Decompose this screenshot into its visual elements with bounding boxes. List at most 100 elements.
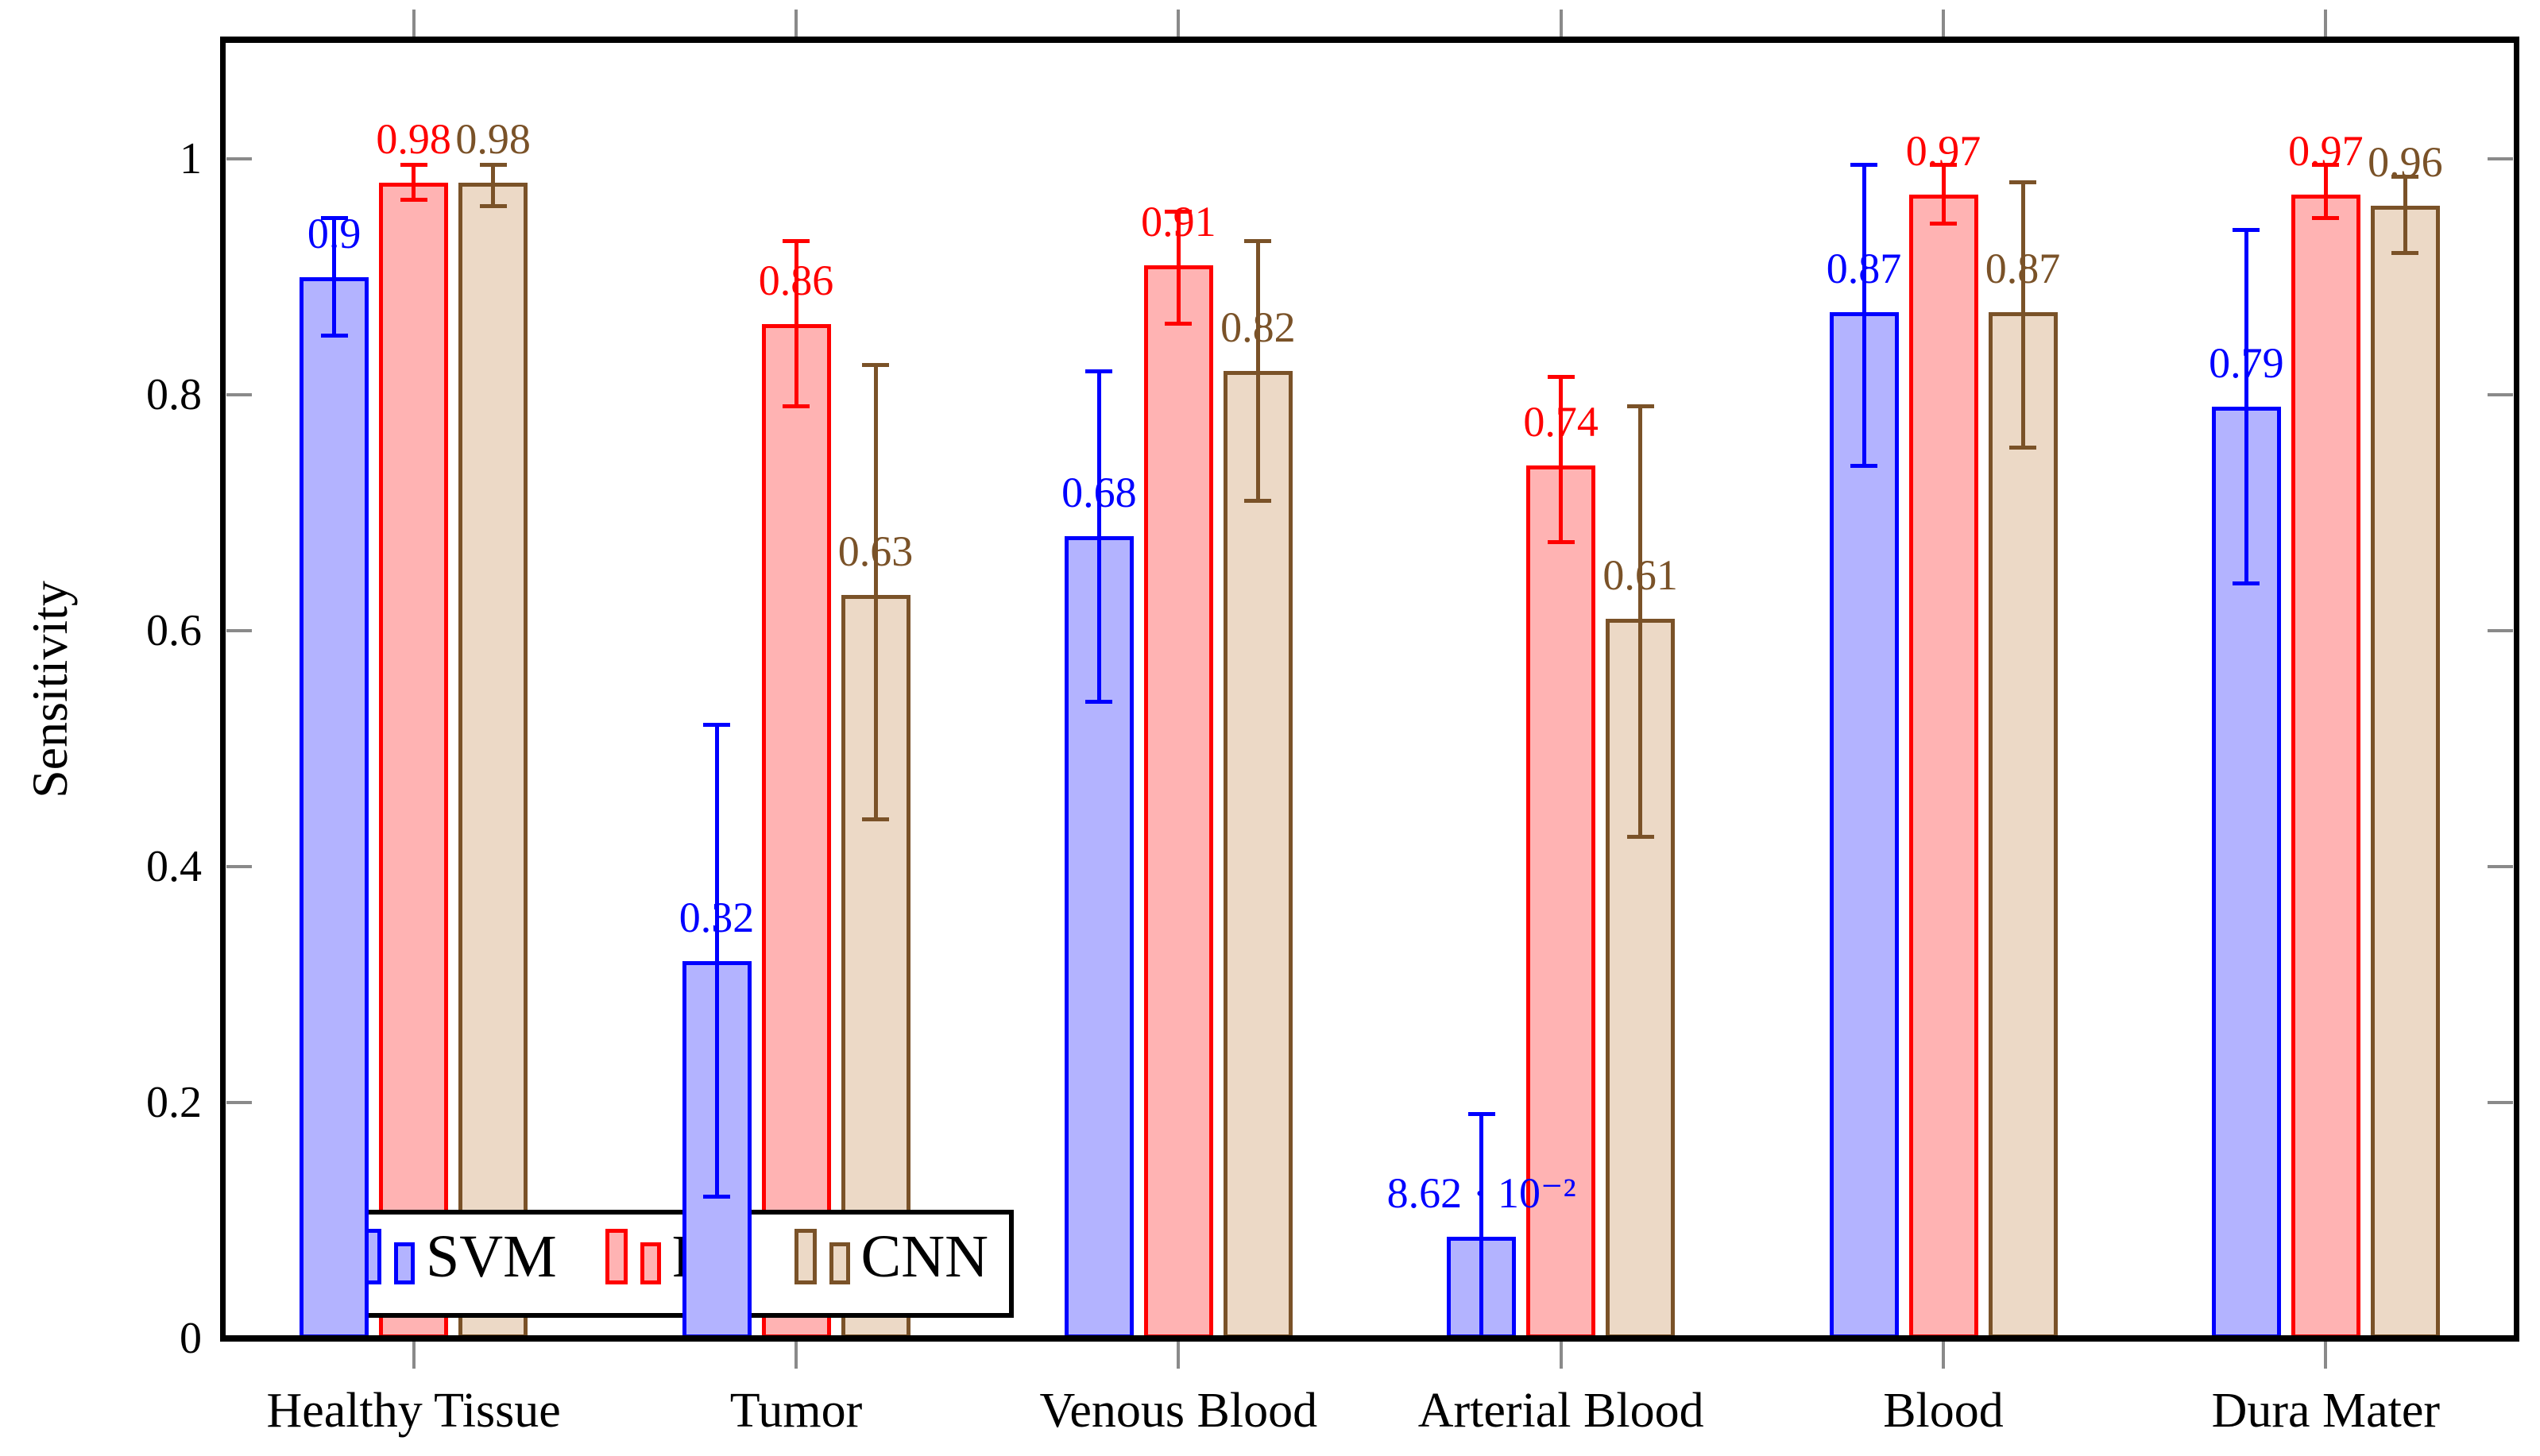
error-cap-high-cnn-5 — [2009, 180, 2036, 185]
legend-bar-short-svm — [394, 1242, 415, 1284]
x-tick-top-1 — [412, 10, 416, 37]
category-label-6: Dura Mater — [2211, 1384, 2441, 1438]
error-bar-rf-3 — [1176, 211, 1181, 324]
error-cap-high-rf-2 — [783, 239, 810, 244]
legend-label-cnn: CNN — [860, 1223, 988, 1290]
error-cap-low-cnn-3 — [1244, 499, 1272, 504]
error-bar-cnn-4 — [1638, 406, 1643, 837]
error-cap-low-cnn-5 — [2009, 446, 2036, 450]
x-tick-top-3 — [1177, 10, 1181, 37]
value-label-svm-5: 0.87 — [1826, 245, 1902, 293]
error-cap-low-cnn-4 — [1626, 835, 1654, 840]
value-label-rf-5: 0.97 — [1905, 126, 1981, 175]
y-tick-label-2: 0.2 — [146, 1078, 202, 1127]
legend-bar-tall-rf — [605, 1229, 628, 1284]
y-tick-left-4 — [226, 629, 252, 632]
value-label-rf-1: 0.98 — [376, 114, 451, 163]
y-tick-label-4: 0.6 — [146, 606, 202, 655]
y-tick-label-5: 0.8 — [146, 370, 202, 419]
error-bar-cnn-5 — [2020, 182, 2025, 448]
y-tick-right-2 — [2488, 1101, 2513, 1104]
error-cap-low-rf-6 — [2312, 215, 2340, 220]
x-tick-bottom-3 — [1177, 1342, 1181, 1369]
axis-right — [2514, 37, 2519, 1341]
bar-cnn-6 — [2370, 206, 2440, 1338]
value-label-rf-4: 0.74 — [1523, 398, 1599, 446]
error-bar-cnn-3 — [1255, 241, 1260, 501]
y-tick-right-4 — [2488, 629, 2513, 632]
error-cap-high-svm-2 — [703, 723, 730, 728]
value-label-svm-2: 0.32 — [678, 893, 755, 941]
y-axis-title: Sensitivity — [21, 581, 78, 798]
x-tick-top-2 — [794, 10, 798, 37]
value-label-svm-4: 8.62 · 10⁻² — [1386, 1168, 1576, 1217]
error-cap-high-cnn-2 — [862, 363, 889, 368]
legend-bar-short-cnn — [829, 1242, 850, 1284]
legend-bar-short-rf — [640, 1242, 661, 1284]
y-tick-right-5 — [2488, 393, 2513, 396]
value-label-cnn-4: 0.61 — [1602, 551, 1678, 600]
error-cap-low-rf-3 — [1165, 322, 1193, 326]
error-bar-cnn-1 — [491, 164, 496, 207]
bar-rf-6 — [2291, 194, 2360, 1338]
y-tick-label-3: 0.4 — [146, 842, 202, 891]
bar-rf-3 — [1143, 265, 1213, 1338]
bar-cnn-1 — [458, 182, 528, 1338]
value-label-cnn-5: 0.87 — [1985, 245, 2061, 293]
y-tick-label-1: 0 — [180, 1314, 202, 1363]
legend-swatch-rf — [605, 1229, 661, 1284]
error-cap-high-svm-4 — [1467, 1112, 1495, 1117]
value-label-rf-2: 0.86 — [758, 256, 834, 304]
y-tick-left-3 — [226, 865, 252, 868]
category-label-1: Healthy Tissue — [266, 1384, 561, 1438]
bar-svm-5 — [1829, 312, 1899, 1338]
error-bar-rf-6 — [2323, 164, 2328, 218]
error-bar-svm-1 — [332, 218, 337, 336]
category-label-4: Arterial Blood — [1417, 1384, 1704, 1438]
value-label-cnn-6: 0.96 — [2368, 138, 2443, 187]
value-label-svm-6: 0.79 — [2209, 338, 2284, 387]
error-cap-high-cnn-4 — [1626, 404, 1654, 409]
bar-rf-4 — [1526, 465, 1596, 1338]
value-label-cnn-2: 0.63 — [837, 527, 914, 576]
y-tick-right-6 — [2488, 157, 2513, 160]
error-bar-svm-2 — [714, 724, 719, 1197]
error-cap-high-rf-3 — [1165, 210, 1193, 214]
x-tick-bottom-2 — [794, 1342, 798, 1369]
category-label-5: Blood — [1883, 1384, 2004, 1438]
category-label-2: Tumor — [729, 1384, 863, 1438]
error-cap-low-rf-4 — [1547, 540, 1575, 545]
x-tick-top-5 — [1942, 10, 1945, 37]
x-tick-bottom-6 — [2324, 1342, 2328, 1369]
error-cap-high-rf-6 — [2312, 162, 2340, 167]
error-bar-svm-4 — [1479, 1114, 1484, 1338]
error-cap-high-svm-6 — [2233, 227, 2260, 232]
x-tick-bottom-5 — [1942, 1342, 1945, 1369]
error-bar-cnn-6 — [2403, 176, 2407, 253]
error-bar-rf-5 — [1941, 164, 1946, 224]
value-label-svm-1: 0.9 — [307, 209, 361, 257]
error-cap-high-rf-5 — [1930, 162, 1957, 167]
y-tick-left-2 — [226, 1101, 252, 1104]
error-cap-low-cnn-1 — [479, 203, 507, 208]
error-cap-low-svm-6 — [2233, 581, 2260, 586]
legend-bar-tall-cnn — [794, 1229, 817, 1284]
error-cap-low-rf-2 — [783, 404, 810, 409]
error-cap-low-cnn-6 — [2391, 251, 2419, 256]
y-tick-left-6 — [226, 157, 252, 160]
error-cap-low-svm-1 — [320, 334, 348, 338]
category-label-3: Venous Blood — [1039, 1384, 1318, 1438]
legend: SVMRFCNN — [334, 1210, 1014, 1318]
error-cap-high-cnn-1 — [479, 162, 507, 167]
value-label-rf-6: 0.97 — [2288, 126, 2364, 175]
error-cap-low-svm-2 — [703, 1195, 730, 1199]
bar-rf-5 — [1908, 194, 1978, 1338]
error-bar-rf-2 — [794, 241, 798, 407]
x-tick-bottom-4 — [1559, 1342, 1563, 1369]
axis-bottom — [220, 1335, 2519, 1342]
y-tick-right-3 — [2488, 865, 2513, 868]
axis-left — [220, 37, 226, 1341]
